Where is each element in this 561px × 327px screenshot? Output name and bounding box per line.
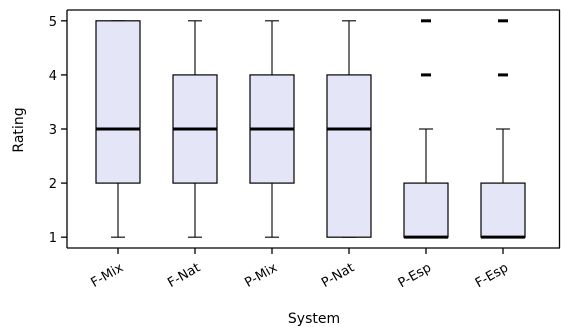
x-tick-label: P-Nat [319,260,357,291]
x-tick-label: F-Mix [88,260,126,290]
box-iqr [480,182,526,238]
box-F-Esp [480,19,526,239]
x-axis-ticks: F-Mix F-Nat P-Mix P-Nat P-Esp F-Esp [88,248,511,291]
box-iqr [95,20,141,184]
box-P-Mix [249,20,295,238]
box-iqr [403,182,449,238]
x-tick-label: F-Esp [473,260,511,291]
x-tick-label: P-Mix [242,260,280,291]
x-axis-title: System [288,311,340,327]
y-tick-label: 1 [49,231,57,246]
y-tick-label: 2 [49,177,57,192]
y-tick-label: 5 [49,15,57,30]
box-P-Esp [403,19,449,239]
y-axis-title: Rating [11,107,27,152]
boxes-layer [95,19,526,239]
y-axis-ticks: 1 2 3 4 5 [49,15,67,246]
x-tick-label: P-Esp [396,260,434,291]
box-F-Mix [95,20,141,238]
y-tick-label: 4 [49,69,57,84]
y-tick-label: 3 [49,123,57,138]
box-P-Nat [326,20,372,238]
box-iqr [326,74,372,238]
box-F-Nat [172,20,218,238]
x-tick-label: F-Nat [165,260,203,290]
